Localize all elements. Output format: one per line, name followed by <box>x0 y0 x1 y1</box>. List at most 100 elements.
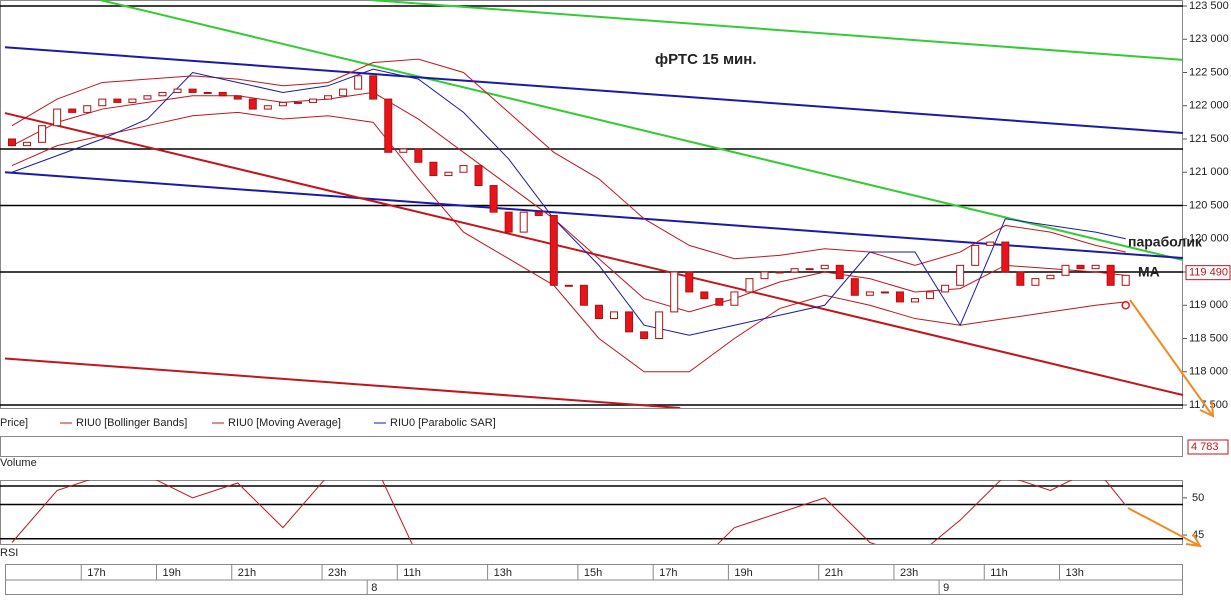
candle <box>459 165 468 173</box>
trend-line <box>370 0 1183 61</box>
candle <box>53 108 62 127</box>
y-tick-label: 123 000 <box>1189 33 1229 45</box>
candle <box>429 161 438 177</box>
y-tick-label: 118 500 <box>1189 332 1228 344</box>
candle <box>369 75 378 100</box>
candle <box>23 141 32 147</box>
y-tick-label: 121 500 <box>1189 133 1229 145</box>
day-label: 9 <box>943 582 949 594</box>
candle <box>1001 241 1010 273</box>
y-tick-label: 120 000 <box>1189 233 1229 245</box>
candle <box>278 101 287 107</box>
candle <box>956 264 965 286</box>
x-tick-label: 23h <box>328 567 346 579</box>
bollinger-upper <box>11 58 1126 266</box>
candle <box>820 264 829 270</box>
day-label: 8 <box>371 582 377 594</box>
annotation: параболик <box>1128 234 1203 250</box>
legend-entry: RIU0 [Parabolic SAR] <box>390 417 496 429</box>
candle <box>790 268 799 273</box>
candle <box>309 98 317 103</box>
y-tick-label: 117 500 <box>1189 399 1228 411</box>
candle <box>173 88 182 93</box>
y-tick-label: 119 000 <box>1189 299 1228 311</box>
candle <box>38 125 47 143</box>
candle <box>911 298 919 303</box>
x-tick-label: 13h <box>1066 567 1084 579</box>
candle <box>880 291 889 294</box>
candle <box>233 95 242 100</box>
trend-line <box>4 357 681 408</box>
candle <box>339 88 348 97</box>
arrow <box>1127 507 1199 546</box>
candle <box>745 278 754 293</box>
last-price-box <box>1185 265 1231 281</box>
candle <box>549 214 558 286</box>
candle <box>143 95 152 100</box>
candle <box>775 271 784 274</box>
price-plot <box>0 0 1183 408</box>
candle <box>263 105 272 110</box>
candle <box>1076 264 1085 270</box>
x-tick-label: 11h <box>403 567 421 579</box>
x-tick-label: 15h <box>584 567 602 579</box>
candle <box>218 91 227 97</box>
panel-label: Volume <box>0 457 37 469</box>
arrow-head <box>1185 533 1202 548</box>
candle <box>640 331 649 340</box>
candle <box>98 98 107 107</box>
candle <box>971 244 980 266</box>
panel-label: RSI <box>0 547 18 559</box>
x-tick-label: 21h <box>825 567 843 579</box>
arrow <box>1129 299 1213 416</box>
candle <box>594 304 603 320</box>
rsi-tick-label: 50 <box>1192 492 1204 504</box>
last-price-label: 119 490 <box>1189 267 1228 279</box>
candle <box>1121 274 1130 286</box>
candle <box>1061 264 1070 276</box>
candle <box>534 211 543 216</box>
legend-entry: Price] <box>0 417 28 429</box>
candle <box>384 98 393 153</box>
candle <box>895 291 904 303</box>
candle <box>730 291 739 306</box>
candle <box>248 98 257 110</box>
parabolic-sar <box>11 68 1126 336</box>
legend-entry: RIU0 [Bollinger Bands] <box>76 417 187 429</box>
candle <box>941 284 950 293</box>
x-tick-label: 11h <box>990 567 1008 579</box>
candle <box>188 88 197 93</box>
candle <box>444 171 453 177</box>
x-tick-label: 17h <box>87 567 105 579</box>
candle <box>489 185 498 213</box>
volume-last: 4 783 <box>1191 441 1219 453</box>
candle <box>203 91 212 94</box>
candle <box>655 311 664 340</box>
y-tick-label: 123 500 <box>1189 0 1229 12</box>
volume-panel <box>0 436 1183 457</box>
chart-title: фРТС 15 мин. <box>655 51 757 68</box>
trend-line <box>4 46 1183 135</box>
candle <box>579 284 588 306</box>
arrow-head <box>1199 401 1215 418</box>
rsi-plot <box>0 480 1183 544</box>
x-tick-label: 17h <box>659 567 677 579</box>
candle <box>1091 264 1100 270</box>
rsi-panel <box>0 480 1183 545</box>
candle <box>8 138 16 147</box>
candle <box>504 211 513 233</box>
candle <box>324 95 333 100</box>
candle <box>128 98 137 103</box>
candle <box>519 211 528 233</box>
y-tick-label: 122 000 <box>1189 100 1229 112</box>
candle <box>474 165 483 187</box>
price-panel <box>0 0 1183 409</box>
candle <box>1046 274 1055 280</box>
y-tick-label: 120 500 <box>1189 199 1229 211</box>
y-tick-label: 121 000 <box>1189 166 1229 178</box>
candle <box>354 75 363 90</box>
annotation: MA <box>1138 264 1160 280</box>
x-tick-label: 19h <box>163 567 181 579</box>
